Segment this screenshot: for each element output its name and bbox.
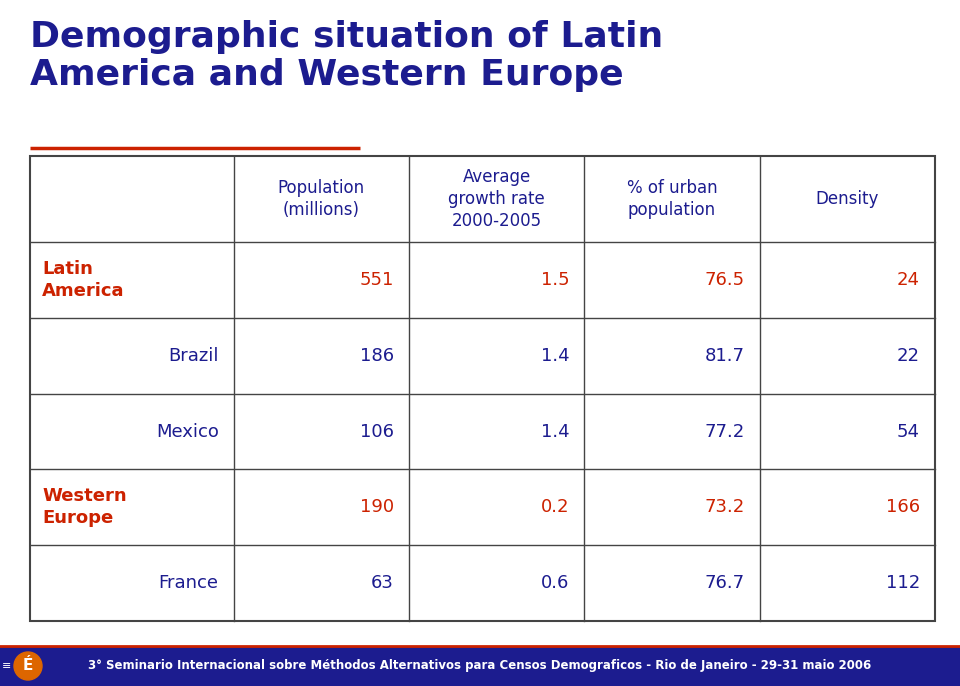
Text: ≡: ≡	[2, 661, 12, 671]
Text: 63: 63	[372, 574, 394, 592]
Text: 190: 190	[360, 498, 394, 517]
Text: % of urban
population: % of urban population	[627, 179, 717, 219]
Text: 54: 54	[897, 423, 920, 440]
Circle shape	[14, 652, 42, 680]
Text: É: É	[23, 659, 34, 674]
Text: 77.2: 77.2	[705, 423, 745, 440]
Text: Brazil: Brazil	[168, 346, 219, 365]
Text: Western
Europe: Western Europe	[42, 487, 127, 528]
Text: Density: Density	[816, 190, 879, 208]
Bar	[0, 646, 960, 686]
Text: 73.2: 73.2	[705, 498, 745, 517]
Bar	[30, 156, 935, 621]
Text: 1.4: 1.4	[540, 423, 569, 440]
Text: Latin
America: Latin America	[42, 260, 125, 300]
Text: France: France	[158, 574, 219, 592]
Text: 106: 106	[360, 423, 394, 440]
Text: 166: 166	[886, 498, 920, 517]
Text: 22: 22	[897, 346, 920, 365]
Text: Average
growth rate
2000-2005: Average growth rate 2000-2005	[448, 168, 545, 230]
Text: 3° Seminario Internacional sobre Méthodos Alternativos para Censos Demograficos : 3° Seminario Internacional sobre Méthodo…	[88, 659, 872, 672]
Text: 0.6: 0.6	[540, 574, 569, 592]
Text: 186: 186	[360, 346, 394, 365]
Text: 76.7: 76.7	[705, 574, 745, 592]
Text: 81.7: 81.7	[705, 346, 745, 365]
Text: 0.2: 0.2	[540, 498, 569, 517]
Text: 1.4: 1.4	[540, 346, 569, 365]
Text: 551: 551	[360, 271, 394, 289]
Text: 1.5: 1.5	[540, 271, 569, 289]
Text: Demographic situation of Latin
America and Western Europe: Demographic situation of Latin America a…	[30, 20, 663, 92]
Text: Mexico: Mexico	[156, 423, 219, 440]
Text: 112: 112	[886, 574, 920, 592]
Text: Population
(millions): Population (millions)	[277, 179, 365, 219]
Text: 24: 24	[897, 271, 920, 289]
Text: 76.5: 76.5	[705, 271, 745, 289]
